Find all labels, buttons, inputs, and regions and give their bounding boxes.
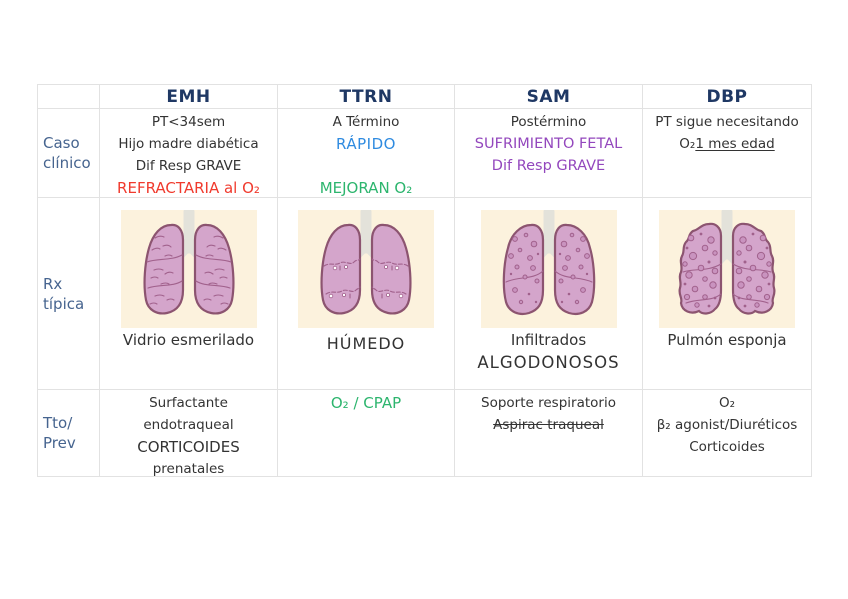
column-header-ttrn: TTRN bbox=[278, 85, 455, 109]
row-label-tto-prev: Tto/ Prev bbox=[38, 390, 100, 477]
row-label-rx-tipica: Rx típica bbox=[38, 198, 100, 390]
tto-line: Corticoides bbox=[689, 439, 765, 455]
caso-line: PT<34sem bbox=[151, 114, 226, 130]
rx-emh-cell: Vidrio esmerilado bbox=[100, 198, 278, 390]
rx-caption-sam-line2: ALGODONOSOS bbox=[477, 353, 620, 372]
caso-line-highlight-purple: Dif Resp GRAVE bbox=[491, 158, 606, 174]
tto-line: CORTICOIDES bbox=[137, 438, 240, 456]
column-header-sam: SAM bbox=[455, 85, 643, 109]
caso-sam-cell: Postérmino SUFRIMIENTO FETAL Dif Resp GR… bbox=[455, 109, 643, 198]
caso-line-part: O₂ bbox=[679, 136, 696, 152]
rx-caption-dbp: Pulmón esponja bbox=[667, 331, 787, 349]
tto-dbp-cell: O₂ β₂ agonist/Diuréticos Corticoides bbox=[643, 390, 812, 477]
column-header-emh: EMH bbox=[100, 85, 278, 109]
caso-line: O₂1 mes edad bbox=[643, 133, 811, 155]
row-label-line: Tto/ bbox=[43, 414, 73, 432]
rx-caption-emh: Vidrio esmerilado bbox=[122, 331, 255, 349]
caso-dbp-cell: PT sigue necesitando O₂1 mes edad bbox=[643, 109, 812, 198]
tto-line: endotraqueal bbox=[143, 417, 234, 433]
caso-line: A Término bbox=[332, 114, 400, 130]
tto-line: O₂ bbox=[718, 395, 736, 411]
tto-sam-cell: Soporte respiratorio Aspirac traqueal bbox=[455, 390, 643, 477]
tto-line: Surfactante bbox=[149, 395, 228, 411]
rx-caption-ttrn: HÚMEDO bbox=[326, 334, 406, 353]
spacer-line bbox=[278, 155, 454, 177]
rx-dbp-cell: Pulmón esponja bbox=[643, 198, 812, 390]
tto-emh-cell: Surfactante endotraqueal CORTICOIDES pre… bbox=[100, 390, 278, 477]
caso-line: Dif Resp GRAVE bbox=[135, 158, 242, 174]
caso-line-highlight-green: MEJORAN O₂ bbox=[319, 179, 413, 197]
lungs-wet-illustration bbox=[298, 210, 434, 328]
tto-line-strikethrough: Aspirac traqueal bbox=[493, 417, 604, 433]
row-label-caso-clinico: Caso clínico bbox=[38, 109, 100, 198]
tto-line: prenatales bbox=[152, 461, 225, 477]
caso-line-highlight-blue: RÁPIDO bbox=[336, 135, 396, 153]
corner-empty-cell bbox=[38, 85, 100, 109]
rx-sam-cell: Infiltrados ALGODONOSOS bbox=[455, 198, 643, 390]
rx-caption-sam-line1: Infiltrados bbox=[510, 331, 587, 349]
caso-line-highlight-red: REFRACTARIA al O₂ bbox=[117, 179, 260, 197]
caso-line: Hijo madre diabética bbox=[118, 136, 259, 152]
caso-line: PT sigue necesitando bbox=[655, 114, 799, 130]
caso-line-highlight-purple: SUFRIMIENTO FETAL bbox=[474, 136, 623, 152]
row-label-line: Rx bbox=[43, 274, 63, 293]
lungs-sponge-illustration bbox=[659, 210, 795, 328]
lungs-ground-glass-illustration bbox=[120, 210, 257, 328]
row-label-line: Prev bbox=[43, 434, 76, 452]
tto-line-highlight-green: O₂ / CPAP bbox=[330, 394, 402, 412]
row-label-line: Caso bbox=[43, 134, 80, 152]
tto-line: β₂ agonist/Diuréticos bbox=[656, 417, 798, 433]
rx-ttrn-cell: HÚMEDO bbox=[278, 198, 455, 390]
column-header-dbp: DBP bbox=[643, 85, 812, 109]
caso-emh-cell: PT<34sem Hijo madre diabética Dif Resp G… bbox=[100, 109, 278, 198]
lungs-cotton-infiltrates-illustration bbox=[480, 210, 617, 328]
caso-line-underlined: 1 mes edad bbox=[695, 136, 775, 152]
tto-ttrn-cell: O₂ / CPAP bbox=[278, 390, 455, 477]
tto-line: Soporte respiratorio bbox=[481, 395, 616, 411]
row-label-line: clínico bbox=[43, 154, 91, 172]
caso-ttrn-cell: A Término RÁPIDO MEJORAN O₂ bbox=[278, 109, 455, 198]
comparison-table: EMH TTRN SAM DBP Caso clínico PT<34sem H… bbox=[37, 84, 812, 477]
row-label-line: típica bbox=[43, 294, 85, 313]
caso-line: Postérmino bbox=[510, 114, 587, 130]
